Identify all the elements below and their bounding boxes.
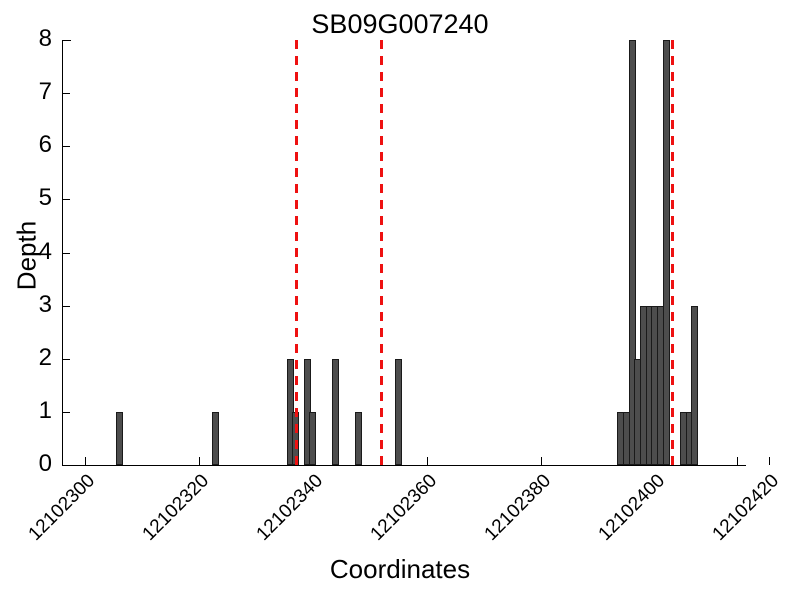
x-axis-tick <box>85 457 86 465</box>
bar <box>355 412 362 465</box>
y-axis-tick-label: 8 <box>38 25 52 52</box>
x-axis-title: Coordinates <box>329 554 471 584</box>
y-axis-tick-label: 5 <box>38 184 52 211</box>
y-axis-tick-label: 3 <box>38 291 52 318</box>
bars-layer <box>62 40 746 465</box>
bar <box>629 40 636 465</box>
x-axis-line <box>62 465 746 466</box>
y-axis-tick-label: 1 <box>38 397 52 424</box>
chart-title: SB09G007240 <box>311 9 489 39</box>
x-axis-right-cap <box>737 457 738 466</box>
marker-line <box>295 40 298 466</box>
y-axis-tick <box>62 199 70 200</box>
marker-line <box>380 40 383 466</box>
bar <box>663 40 670 465</box>
bar <box>395 359 402 465</box>
y-axis-tick <box>62 93 70 94</box>
bar <box>116 412 123 465</box>
bar <box>309 412 316 465</box>
y-axis-tick <box>62 253 70 254</box>
bar <box>332 359 339 465</box>
y-axis-title: Depth <box>11 220 42 291</box>
y-axis-tick-label: 4 <box>38 238 52 265</box>
y-axis-tick-label: 2 <box>38 344 52 371</box>
y-axis-tick-label: 0 <box>38 450 52 477</box>
y-axis-tick <box>62 40 70 41</box>
x-axis-tick <box>541 457 542 465</box>
bar <box>691 306 698 465</box>
x-axis-tick <box>769 457 770 465</box>
y-axis-tick <box>62 465 70 466</box>
x-axis-tick <box>427 457 428 465</box>
y-axis-tick <box>62 359 70 360</box>
marker-line <box>671 40 674 466</box>
y-axis-tick-label: 7 <box>38 78 52 105</box>
bar <box>212 412 219 465</box>
y-axis-tick <box>62 146 70 147</box>
x-axis-tick <box>199 457 200 465</box>
y-axis-tick-label: 6 <box>38 131 52 158</box>
y-axis-tick <box>62 306 70 307</box>
y-axis-tick <box>62 412 70 413</box>
